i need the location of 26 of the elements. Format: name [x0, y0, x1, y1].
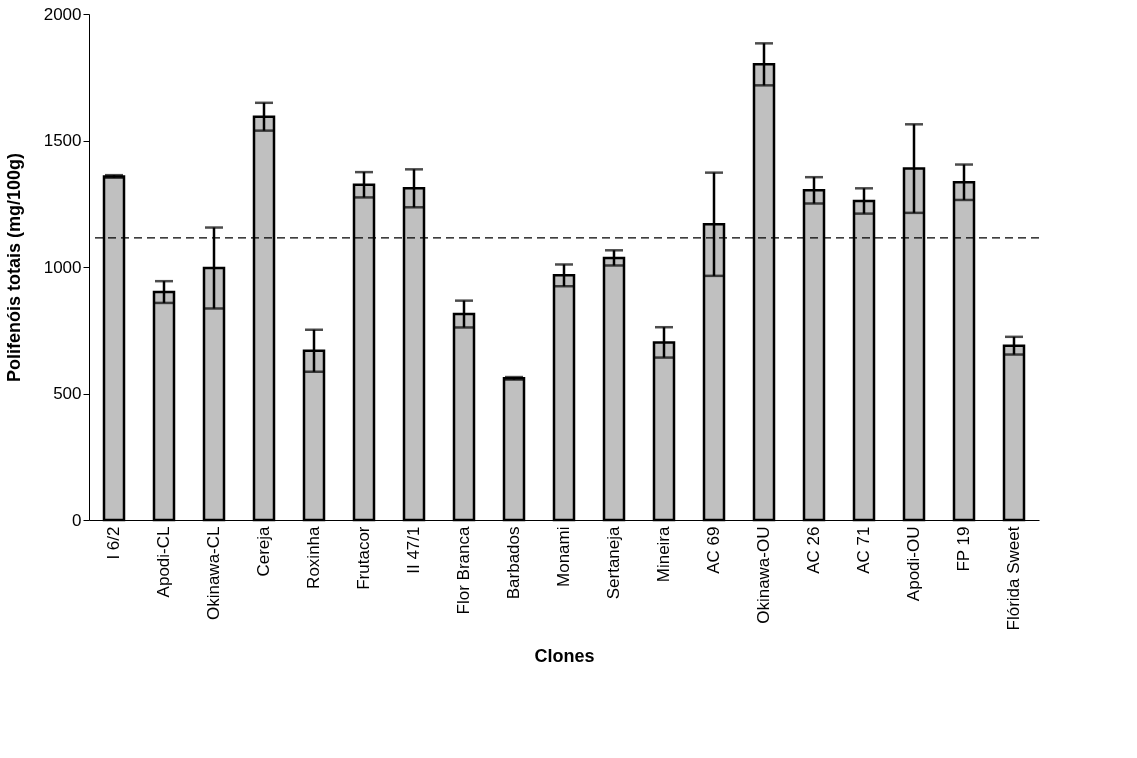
- x-tick-label: Mineira: [654, 525, 673, 583]
- y-tick-label: 0: [72, 510, 82, 530]
- y-tick-label: 500: [53, 384, 82, 403]
- x-tick-label: Barbados: [504, 526, 523, 600]
- x-tick-label: Monami: [554, 526, 573, 587]
- y-axis-title: Polifenóis totais (mg/100g): [3, 152, 24, 383]
- x-tick-label: FP 19: [954, 526, 973, 572]
- x-tick-label: I 6/2: [104, 526, 123, 560]
- x-tick-label: AC 26: [804, 526, 823, 574]
- x-tick-label: Sertaneja: [604, 525, 623, 600]
- x-axis-title: Clones: [534, 646, 595, 667]
- x-tick-label: Flórida Sweet: [1004, 526, 1023, 631]
- x-tick-label: Okinawa-CL: [204, 526, 223, 621]
- x-tick-label: II 47/1: [404, 526, 423, 574]
- y-tick-label: 1000: [43, 257, 82, 277]
- x-tick-label: Apodi-CL: [154, 526, 173, 598]
- x-tick-label: AC 71: [854, 526, 873, 574]
- x-tick-label: Okinawa-OU: [754, 526, 773, 624]
- x-tick-label: Roxinha: [304, 525, 323, 589]
- y-tick-label: 2000: [43, 4, 82, 24]
- x-tick-label: Flor Branca: [454, 525, 473, 615]
- x-tick-label: Cereja: [254, 525, 273, 577]
- y-tick-label: 1500: [43, 131, 82, 150]
- x-tick-label: Frutacor: [354, 526, 373, 590]
- x-tick-label: AC 69: [704, 526, 723, 574]
- x-tick-label: Apodi-OU: [904, 526, 923, 602]
